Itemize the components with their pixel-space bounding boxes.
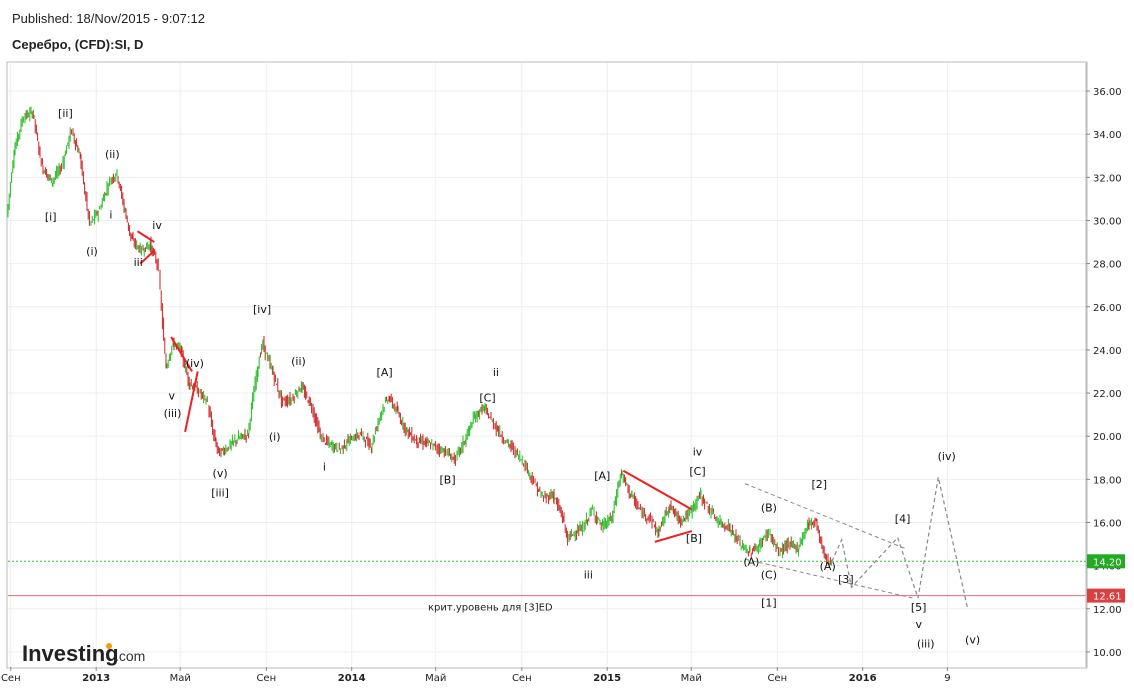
wave-label: (iv) [186,357,204,370]
y-tick-label: 20.00 [1093,432,1122,443]
wave-label: i [323,461,326,474]
critical-level-tag-label: 12.61 [1093,592,1122,603]
x-tick-label: Май [425,673,446,684]
y-tick-label: 30.00 [1093,216,1122,227]
x-tick-label: Сен [767,673,787,684]
wave-label: v [915,618,922,631]
wave-label: (ii) [291,355,306,368]
y-tick-label: 12.00 [1093,605,1122,616]
wave-label: [2] [812,478,828,491]
wave-label: (B) [761,502,777,515]
investing-logo[interactable]: Investing .com [22,641,145,666]
wave-label: [4] [895,512,911,525]
triangle-patterns [136,230,693,543]
triangle-lower-line [184,371,199,433]
plot-frame [6,61,1088,669]
y-tick-label: 22.00 [1093,389,1122,400]
wave-label: (A) [820,560,836,573]
wave-label: [iii] [211,487,229,500]
y-tick-label: 18.00 [1093,475,1122,486]
wave-label: v [169,390,176,403]
y-tick-label: 26.00 [1093,303,1122,314]
grid-lines [8,63,1086,667]
x-tick-label: Сен [512,673,532,684]
wave-label: [iv] [253,303,271,316]
wave-label: i [109,208,112,221]
logo-suffix: .com [115,648,145,664]
wave-label: [C] [479,392,495,405]
projection-path [831,477,969,609]
wave-label: (iii) [917,638,935,651]
wave-label: [A] [594,469,610,482]
wave-label: [i] [45,210,57,223]
x-axis: Сен 2013 Май Сен 2014 Май Сен 2015 Май Сен 2016 9 [1,667,951,684]
logo-dot-icon [106,643,112,649]
trendline [744,483,905,549]
y-tick-label: 36.00 [1093,87,1122,98]
wave-label: (iii) [164,407,182,420]
y-tick-label: 16.00 [1093,518,1122,529]
wave-labels: [ii][i](ii)(i)iiviii[iv](iv)v(iii)(v)[ii… [45,107,980,651]
price-series [7,106,833,568]
y-tick-label: 24.00 [1093,346,1122,357]
wave-label: [B] [440,474,456,487]
y-tick-label: 32.00 [1093,173,1122,184]
critical-level-tag-box [1087,588,1125,603]
level-lines [8,560,1086,597]
y-tick-label: 10.00 [1093,648,1122,659]
wave-label: (v) [965,633,980,646]
current-price-tag-box [1087,554,1125,569]
x-tick-label: 2016 [849,673,877,684]
wave-label: iv [152,219,162,232]
wave-label: iv [693,446,703,459]
wave-label: [5] [911,601,927,614]
wave-label: ii [493,366,499,379]
wave-label: (C) [761,569,777,582]
y-axis: 36.00 34.00 32.00 30.00 28.00 26.00 24.00 22.00… [1085,63,1122,667]
triangle-upper-line [136,230,155,243]
wave-label: (v) [213,467,228,480]
y-tick-label: 34.00 [1093,130,1122,141]
trend-lines [744,483,913,599]
x-tick-label: Сен [256,673,276,684]
price-tags: 14.20 12.61 [1087,554,1125,603]
wave-label: [C] [689,465,705,478]
x-tick-label: 2015 [593,673,621,684]
wave-label: (i) [269,431,281,444]
x-tick-label: Сен [1,673,21,684]
wave-label: [3] [838,573,854,586]
wave-label: [ii] [58,107,73,120]
wave-label: iii [134,256,143,269]
x-tick-label: 2014 [338,673,366,684]
wave-label: iii [584,569,593,582]
triangle-upper-line [622,469,693,511]
x-tick-label: Май [681,673,702,684]
trendline [744,558,913,599]
wave-label: (i) [86,245,98,258]
logo-word: Investing [22,641,119,666]
wave-label: [A] [377,366,393,379]
x-tick-label: 2013 [82,673,110,684]
instrument-title: Серебро, (CFD):SI, D [12,37,144,52]
projection-line [831,477,969,609]
triangle-upper-line [170,336,193,372]
triangle-lower-line [139,249,155,265]
triangle-lower-line [654,530,693,543]
x-tick-label: 9 [944,673,950,684]
wave-label: (ii) [105,148,120,161]
y-tick-label: 28.00 [1093,260,1122,271]
wave-label: [B] [686,532,702,545]
x-tick-label: Май [170,673,191,684]
critical-level-note: крит.уровень для [3]ED [428,603,553,614]
wave-label: (A) [743,556,759,569]
published-date: Published: 18/Nov/2015 - 9:07:12 [12,11,205,26]
current-price-tag-label: 14.20 [1093,557,1122,568]
wave-label: (iv) [938,450,956,463]
wave-label: [1] [761,597,777,610]
